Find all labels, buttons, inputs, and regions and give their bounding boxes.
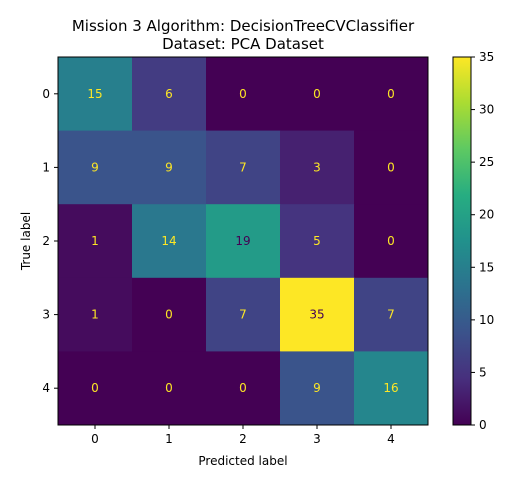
colorbar-tick-label: 30 — [479, 103, 494, 117]
matrix-cell — [354, 130, 429, 205]
matrix-cell — [280, 130, 355, 205]
cell-value: 9 — [165, 160, 173, 174]
cell-value: 3 — [313, 160, 321, 174]
chart-title-line-2: Dataset: PCA Dataset — [162, 35, 324, 53]
y-tick-label: 4 — [42, 381, 50, 395]
matrix-cell — [280, 351, 355, 426]
matrix-cell — [206, 204, 281, 279]
matrix-cell — [206, 130, 281, 205]
cell-value: 14 — [161, 234, 176, 248]
y-axis-label: True label — [19, 212, 33, 271]
cell-value: 0 — [165, 381, 173, 395]
matrix-cell — [206, 277, 281, 352]
chart-title-line-1: Mission 3 Algorithm: DecisionTreeCVClass… — [72, 17, 415, 35]
cell-value: 0 — [91, 381, 99, 395]
y-tick-label: 1 — [42, 160, 50, 174]
cell-value: 7 — [239, 160, 247, 174]
matrix-cell — [58, 130, 133, 205]
matrix-cell — [354, 351, 429, 426]
matrix-cell — [280, 277, 355, 352]
matrix-cell — [354, 57, 429, 132]
cell-value: 0 — [387, 160, 395, 174]
colorbar-tick-label: 10 — [479, 313, 494, 327]
cell-value: 0 — [387, 87, 395, 101]
matrix-cells: 15 6 0 0 0 9 9 7 3 0 1 14 19 5 0 1 0 7 35 7 0 0 0 9 16 — [58, 57, 429, 426]
colorbar-tick-label: 25 — [479, 155, 494, 169]
colorbar-tick-label: 5 — [479, 365, 487, 379]
cell-value: 9 — [313, 381, 321, 395]
cell-value: 0 — [239, 381, 247, 395]
cell-value: 15 — [87, 87, 102, 101]
colorbar-tick-label: 35 — [479, 50, 494, 64]
cell-value: 5 — [313, 234, 321, 248]
colorbar-tick-label: 20 — [479, 208, 494, 222]
cell-value: 0 — [239, 87, 247, 101]
matrix-cell — [132, 204, 207, 279]
matrix-cell — [58, 277, 133, 352]
matrix-cell — [58, 351, 133, 426]
y-tick-label: 0 — [42, 87, 50, 101]
x-tick-label: 3 — [313, 432, 321, 446]
matrix-cell — [354, 204, 429, 279]
x-tick-label: 4 — [387, 432, 395, 446]
cell-value: 6 — [165, 87, 173, 101]
matrix-cell — [206, 351, 281, 426]
matrix-cell — [354, 277, 429, 352]
matrix-cell — [132, 351, 207, 426]
matrix-cell — [58, 57, 133, 132]
matrix-cell — [280, 57, 355, 132]
colorbar-tick-label: 15 — [479, 260, 494, 274]
cell-value: 0 — [165, 308, 173, 322]
matrix-cell — [206, 57, 281, 132]
x-axis-ticks: 0 1 2 3 4 — [91, 425, 395, 446]
matrix-cell — [132, 130, 207, 205]
cell-value: 1 — [91, 234, 99, 248]
matrix-cell — [132, 57, 207, 132]
cell-value: 0 — [313, 87, 321, 101]
cell-value: 16 — [383, 381, 398, 395]
cell-value: 1 — [91, 308, 99, 322]
cell-value: 35 — [309, 308, 324, 322]
x-axis-label: Predicted label — [198, 454, 287, 468]
x-tick-label: 2 — [239, 432, 247, 446]
matrix-cell — [280, 204, 355, 279]
cell-value: 9 — [91, 160, 99, 174]
colorbar — [452, 56, 472, 426]
cell-value: 19 — [235, 234, 250, 248]
cell-value: 7 — [387, 308, 395, 322]
cell-value: 0 — [387, 234, 395, 248]
y-axis-ticks: 0 1 2 3 4 — [42, 87, 58, 395]
x-tick-label: 1 — [165, 432, 173, 446]
cell-value: 7 — [239, 308, 247, 322]
colorbar-ticks: 0 5 10 15 20 25 30 35 — [471, 50, 494, 432]
matrix-cell — [58, 204, 133, 279]
colorbar-tick-label: 0 — [479, 418, 487, 432]
y-tick-label: 2 — [42, 234, 50, 248]
x-tick-label: 0 — [91, 432, 99, 446]
matrix-cell — [132, 277, 207, 352]
y-tick-label: 3 — [42, 308, 50, 322]
